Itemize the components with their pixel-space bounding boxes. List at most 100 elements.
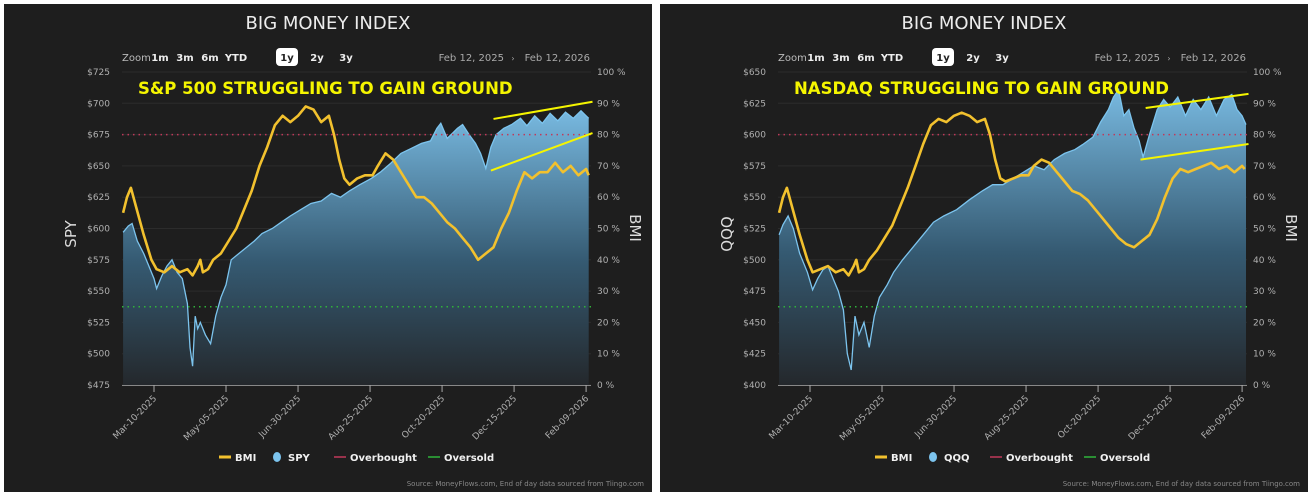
trendline-annotation bbox=[1145, 92, 1249, 109]
y-tick-right: 10 % bbox=[1253, 350, 1276, 360]
legend-dot-qqq[interactable] bbox=[929, 452, 937, 462]
legend-label-oversold[interactable]: Oversold bbox=[444, 453, 494, 464]
zoom-option-2y[interactable]: 2y bbox=[966, 53, 980, 64]
zoom-option-3m[interactable]: 3m bbox=[832, 53, 849, 64]
y-tick-right: 30 % bbox=[597, 287, 620, 297]
x-tick-label: Mar-10-2025 bbox=[112, 394, 160, 442]
y-tick-left: $550 bbox=[743, 193, 766, 203]
x-tick-label: Aug-25-2025 bbox=[983, 394, 1031, 442]
headline-annotation: NASDAQ STRUGGLING TO GAIN GROUND bbox=[794, 79, 1169, 98]
y-tick-right: 70 % bbox=[597, 162, 620, 172]
x-tick-label: May-05-2025 bbox=[182, 394, 231, 443]
date-to[interactable]: Feb 12, 2026 bbox=[525, 53, 590, 64]
zoom-selected-bg[interactable] bbox=[932, 48, 954, 66]
y-tick-right: 0 % bbox=[597, 381, 615, 391]
y-tick-left: $475 bbox=[87, 381, 110, 391]
spy-bmi-chart: BIG MONEY INDEX Zoom 1m 3m 6m YTD 1y 2y 3y Feb 12… bbox=[62, 13, 644, 488]
price-area-qqq bbox=[779, 89, 1246, 385]
x-tick-label: Feb-09-2026 bbox=[544, 394, 591, 441]
y-tick-right: 20 % bbox=[597, 318, 620, 328]
zoom-option-1m[interactable]: 1m bbox=[807, 53, 824, 64]
source-note: Source: MoneyFlows.com, End of day data … bbox=[407, 480, 644, 488]
y-tick-left: $425 bbox=[743, 350, 766, 360]
y-tick-left: $600 bbox=[743, 131, 766, 141]
x-tick-label: May-05-2025 bbox=[838, 394, 887, 443]
date-separator: › bbox=[1167, 54, 1170, 63]
headline-annotation: S&P 500 STRUGGLING TO GAIN GROUND bbox=[138, 79, 513, 98]
y-tick-right: 80 % bbox=[1253, 131, 1276, 141]
legend-label-qqq[interactable]: QQQ bbox=[944, 453, 970, 464]
chart-title: BIG MONEY INDEX bbox=[902, 13, 1067, 34]
y-tick-left: $725 bbox=[87, 68, 110, 78]
x-tick-label: Jun-30-2025 bbox=[913, 394, 960, 441]
zoom-option-3m[interactable]: 3m bbox=[176, 53, 193, 64]
y-tick-left: $525 bbox=[87, 318, 110, 328]
legend-label-bmi[interactable]: BMI bbox=[235, 453, 256, 464]
y-tick-left: $500 bbox=[743, 256, 766, 266]
zoom-option-6m[interactable]: 6m bbox=[201, 53, 218, 64]
qqq-bmi-chart: BIG MONEY INDEX Zoom 1m 3m 6m YTD 1y 2y 3y Feb 12… bbox=[718, 13, 1300, 488]
trendline-annotation bbox=[1140, 143, 1249, 161]
y-tick-left: $675 bbox=[87, 131, 110, 141]
y-tick-right: 10 % bbox=[597, 350, 620, 360]
legend-label-spy[interactable]: SPY bbox=[288, 453, 311, 464]
x-tick-label: Mar-10-2025 bbox=[768, 394, 816, 442]
zoom-option-1m[interactable]: 1m bbox=[151, 53, 168, 64]
zoom-label: Zoom bbox=[122, 53, 151, 64]
x-tick-label: Oct-20-2025 bbox=[1056, 394, 1103, 441]
y-tick-right: 50 % bbox=[597, 225, 620, 235]
y-axis-title-left: QQQ bbox=[718, 216, 736, 251]
date-from[interactable]: Feb 12, 2025 bbox=[1095, 53, 1160, 64]
zoom-selected-bg[interactable] bbox=[276, 48, 298, 66]
bmi-line bbox=[777, 111, 1246, 277]
zoom-option-6m[interactable]: 6m bbox=[857, 53, 874, 64]
date-from[interactable]: Feb 12, 2025 bbox=[439, 53, 504, 64]
zoom-option-3y[interactable]: 3y bbox=[339, 53, 353, 64]
zoom-option-1y[interactable]: 1y bbox=[936, 53, 950, 64]
zoom-label: Zoom bbox=[778, 53, 807, 64]
legend-label-overbought[interactable]: Overbought bbox=[350, 453, 417, 464]
price-area-spy bbox=[123, 110, 589, 386]
x-tick-label: Aug-25-2025 bbox=[327, 394, 375, 442]
y-tick-right: 100 % bbox=[1253, 68, 1282, 78]
trendline-annotation bbox=[490, 132, 593, 172]
y-tick-right: 50 % bbox=[1253, 225, 1276, 235]
zoom-option-3y[interactable]: 3y bbox=[995, 53, 1009, 64]
y-tick-right: 100 % bbox=[597, 68, 626, 78]
y-tick-right: 90 % bbox=[1253, 99, 1276, 109]
legend-label-oversold[interactable]: Oversold bbox=[1100, 453, 1150, 464]
zoom-option-1y[interactable]: 1y bbox=[280, 53, 294, 64]
y-tick-right: 40 % bbox=[597, 256, 620, 266]
y-axis-title-left: SPY bbox=[62, 219, 80, 247]
y-tick-right: 60 % bbox=[1253, 193, 1276, 203]
y-tick-left: $575 bbox=[87, 256, 110, 266]
date-to[interactable]: Feb 12, 2026 bbox=[1181, 53, 1246, 64]
y-tick-left: $475 bbox=[743, 287, 766, 297]
x-tick-label: Dec-15-2025 bbox=[1127, 394, 1175, 442]
y-tick-right: 20 % bbox=[1253, 318, 1276, 328]
y-tick-left: $625 bbox=[743, 99, 766, 109]
date-separator: › bbox=[511, 54, 514, 63]
legend-label-bmi[interactable]: BMI bbox=[891, 453, 912, 464]
y-tick-left: $600 bbox=[87, 225, 110, 235]
zoom-option-ytd[interactable]: YTD bbox=[880, 53, 903, 64]
y-tick-right: 70 % bbox=[1253, 162, 1276, 172]
legend-label-overbought[interactable]: Overbought bbox=[1006, 453, 1073, 464]
source-note: Source: MoneyFlows.com, End of day data … bbox=[1063, 480, 1300, 488]
chart-title: BIG MONEY INDEX bbox=[246, 13, 411, 34]
y-tick-left: $450 bbox=[743, 318, 766, 328]
y-tick-left: $650 bbox=[743, 68, 766, 78]
x-tick-label: Jun-30-2025 bbox=[257, 394, 304, 441]
y-tick-left: $525 bbox=[743, 225, 766, 235]
x-tick-label: Dec-15-2025 bbox=[471, 394, 519, 442]
x-tick-label: Oct-20-2025 bbox=[400, 394, 447, 441]
legend-dot-spy[interactable] bbox=[273, 452, 281, 462]
qqq-bmi-chart-panel: BIG MONEY INDEX Zoom 1m 3m 6m YTD 1y 2y 3y Feb 12… bbox=[660, 4, 1308, 492]
y-tick-left: $650 bbox=[87, 162, 110, 172]
zoom-option-ytd[interactable]: YTD bbox=[224, 53, 247, 64]
y-tick-right: 40 % bbox=[1253, 256, 1276, 266]
zoom-option-2y[interactable]: 2y bbox=[310, 53, 324, 64]
trendline-annotation bbox=[493, 100, 593, 120]
spy-bmi-chart-panel: BIG MONEY INDEX Zoom 1m 3m 6m YTD 1y 2y 3y Feb 12… bbox=[4, 4, 652, 492]
y-tick-right: 30 % bbox=[1253, 287, 1276, 297]
